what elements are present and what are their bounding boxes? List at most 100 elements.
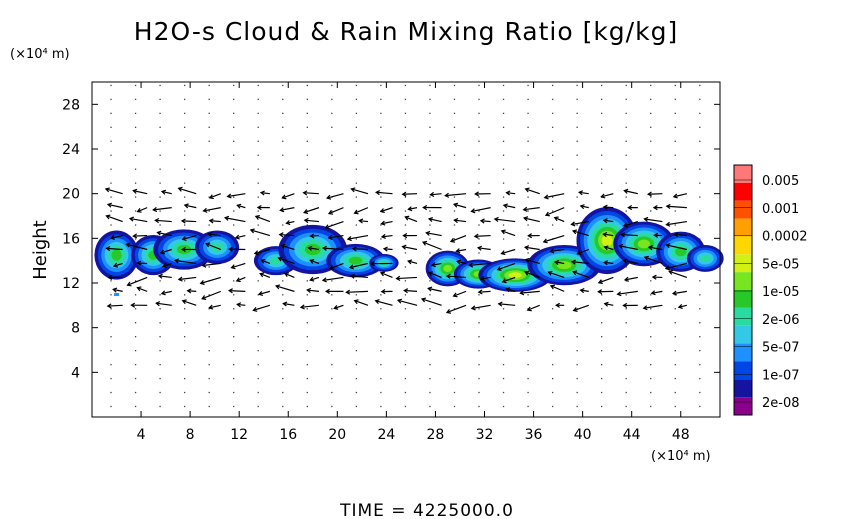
vector-dot <box>355 280 358 282</box>
vector-dot <box>429 140 431 142</box>
vector-dot <box>625 168 627 170</box>
vector-dot <box>650 377 652 380</box>
wind-vector <box>527 304 540 311</box>
vector-dot <box>404 308 407 310</box>
vector-dot <box>331 84 333 87</box>
vector-dot <box>478 322 480 324</box>
wind-vector <box>498 303 516 306</box>
vector-dot <box>331 126 333 128</box>
wind-vector <box>397 299 418 306</box>
vector-dot <box>282 168 284 170</box>
wind-vector <box>126 243 148 251</box>
colorbar: 0.005 0.001 0.0002 5e-05 1e-05 2e-06 5e-07 1e-0… <box>733 164 808 416</box>
wind-vector-head <box>104 187 110 193</box>
vector-dot <box>380 182 382 184</box>
vector-dot <box>650 126 652 128</box>
vector-dot <box>527 322 529 324</box>
vector-dot <box>601 405 603 408</box>
wind-vector <box>113 288 123 292</box>
wind-vector <box>127 276 148 286</box>
vector-dot <box>502 182 505 184</box>
vector-dot <box>208 363 210 366</box>
vector-dot <box>650 196 652 198</box>
y-tick-label: 20 <box>62 187 80 203</box>
vector-dot <box>453 182 456 184</box>
wind-vector-head <box>235 277 241 283</box>
wind-vector-head <box>152 206 158 213</box>
vector-dot <box>282 308 284 310</box>
wind-vector <box>623 260 638 265</box>
wind-vector <box>525 246 540 251</box>
vector-dot <box>404 322 407 324</box>
wind-vector-head <box>259 190 265 196</box>
vector-dot <box>674 322 676 324</box>
wind-vector-head <box>257 291 264 296</box>
wind-vector-head <box>618 243 624 249</box>
vector-dot <box>159 391 161 394</box>
wind-vector-head <box>653 232 659 238</box>
wind-vector <box>346 290 369 293</box>
vector-dot <box>674 140 676 142</box>
wind-vector <box>454 219 467 223</box>
wind-vector <box>236 276 246 282</box>
wind-vector-head <box>422 204 428 211</box>
wind-vector <box>323 247 344 251</box>
wind-vector-head <box>327 234 333 240</box>
wind-vector-head <box>623 276 630 282</box>
wind-vector-head <box>230 264 236 270</box>
wind-vector <box>322 276 344 281</box>
wind-vector-head <box>622 258 628 264</box>
wind-vector-head <box>345 289 351 295</box>
wind-vector-head <box>677 303 683 310</box>
vector-dot <box>699 140 701 142</box>
wind-vector-head <box>602 204 608 210</box>
wind-vector <box>208 233 221 237</box>
wind-vector <box>129 217 148 223</box>
vector-dot <box>674 377 676 380</box>
vector-dot <box>355 168 358 170</box>
vector-dot <box>404 377 407 380</box>
wind-vector <box>209 220 221 223</box>
wind-vector-head <box>652 205 658 211</box>
wind-vector <box>471 304 491 310</box>
wind-vector <box>225 217 246 223</box>
wind-vector <box>347 234 369 240</box>
wind-vector <box>160 248 172 254</box>
vector-dot <box>306 196 308 198</box>
vector-dot <box>282 405 284 408</box>
vector-dot <box>208 196 210 198</box>
vector-dot <box>674 350 676 352</box>
wind-vector <box>621 234 638 237</box>
vector-dot <box>576 350 578 352</box>
vector-dot <box>576 377 578 380</box>
vector-dot <box>502 168 505 170</box>
wind-vector-head <box>327 210 334 215</box>
vector-dot <box>282 294 284 296</box>
vector-dot <box>110 126 112 128</box>
wind-vector-head <box>602 218 608 224</box>
wind-vector <box>253 304 271 311</box>
y-tick-label: 8 <box>71 321 80 337</box>
vector-dot <box>331 98 333 101</box>
wind-vector <box>181 220 197 223</box>
vector-dot <box>650 266 652 268</box>
wind-vector-head <box>470 305 476 311</box>
vector-dot <box>257 377 259 380</box>
wind-vector <box>408 207 418 210</box>
wind-vector <box>548 271 565 278</box>
vector-dot <box>134 140 137 142</box>
vector-dot <box>380 196 382 198</box>
vector-dot <box>110 308 112 310</box>
wind-vector-head <box>302 190 308 196</box>
wind-vector-head <box>523 216 529 222</box>
wind-vector-head <box>427 286 433 292</box>
wind-vector-head <box>105 214 111 220</box>
vector-dot <box>429 126 431 128</box>
vector-dot <box>650 112 652 115</box>
plot-frame <box>91 81 721 418</box>
vector-dot <box>233 322 235 324</box>
wind-vector-head <box>553 259 560 266</box>
vector-dot <box>576 168 578 170</box>
vector-dot <box>527 377 529 380</box>
vector-dot <box>699 405 701 408</box>
